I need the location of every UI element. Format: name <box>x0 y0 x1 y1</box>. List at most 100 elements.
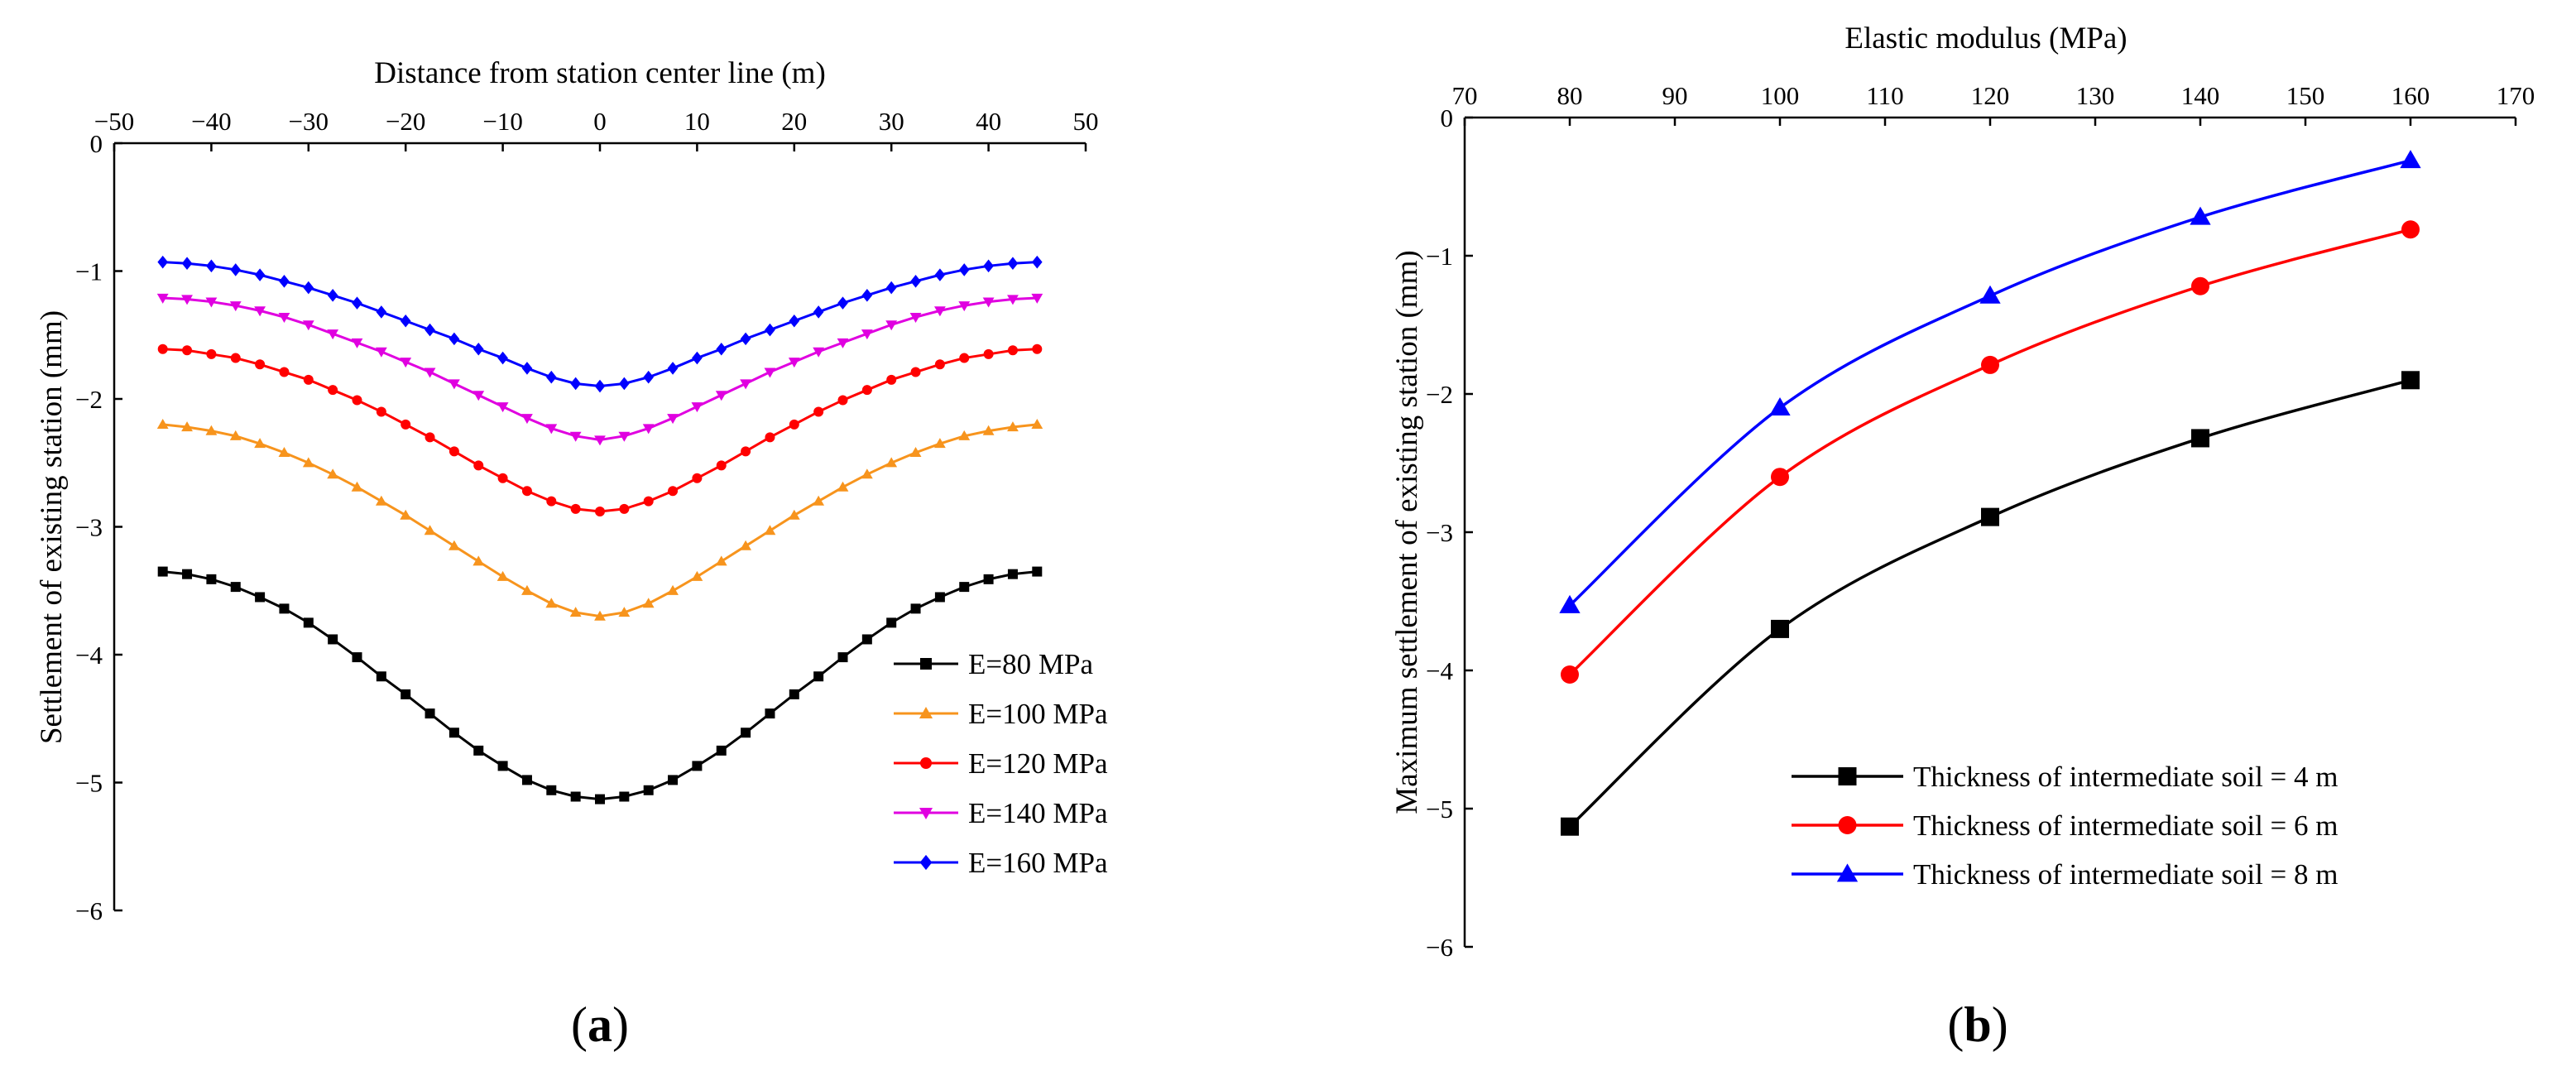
chart-a-series-5-point <box>449 332 460 346</box>
chart-a-x-tick-label: 10 <box>684 107 710 136</box>
chart-a-series-5-point <box>206 259 217 273</box>
chart-b-y-tick-label: −3 <box>1426 518 1453 547</box>
chart-a-series-3-point <box>425 432 435 443</box>
chart-b-series-1-line <box>1568 378 2411 828</box>
chart-a-series-1-point <box>959 582 970 593</box>
chart-a-y-tick-label: −1 <box>75 257 103 286</box>
chart-a-series-3-point <box>861 385 872 396</box>
chart-a-series-2-line <box>162 423 1038 618</box>
chart-a-series-4-point <box>885 320 898 331</box>
chart-a-series-3-point <box>934 359 945 370</box>
chart-a-series-4-point <box>302 320 314 331</box>
chart-a-series-5 <box>157 255 1043 393</box>
chart-a-series-1-point <box>619 791 630 802</box>
chart-b-series-1-point <box>1561 817 1579 836</box>
chart-a-x-tick-label: −20 <box>386 107 425 136</box>
chart-a-series-2-point <box>837 481 849 492</box>
chart-a-series-1-point <box>1032 566 1043 577</box>
chart-a-series-4-point <box>691 402 703 413</box>
chart-a-series-5-point <box>400 314 411 328</box>
chart-a-series-2-point <box>934 438 946 449</box>
chart-a-series-4-point <box>205 297 218 308</box>
chart-a-series-1-line <box>162 570 1038 801</box>
chart-a-series-4-point <box>788 358 800 368</box>
chart-a-series-4-point <box>982 297 995 308</box>
chart-b-y-tick-label: −1 <box>1426 242 1453 271</box>
chart-b-series-2-point <box>1771 468 1789 487</box>
chart-a-series-3-point <box>230 353 241 363</box>
chart-a: −50 −40 −30 −20 −10 0 10 20 30 40 50 0 −1 −2 −3 −4 −5 −6… <box>35 56 1108 1052</box>
chart-a-series-2-point <box>229 430 242 440</box>
chart-a-x-tick-label: −50 <box>94 107 134 136</box>
chart-a-series-4-point <box>934 306 946 317</box>
chart-b-y-axis-title: Maximum settlement of existing station (… <box>1390 250 1424 814</box>
chart-a-legend-marker-1 <box>920 658 932 670</box>
chart-a-series-1-point <box>910 603 921 614</box>
chart-a-series-3-point <box>716 460 727 471</box>
chart-a-series-3-point <box>837 395 848 406</box>
chart-a-series-1-point <box>497 761 508 771</box>
chart-a-series-1-point <box>983 574 994 584</box>
chart-a-series-2-point <box>375 495 387 506</box>
chart-a-series-1-point <box>643 785 654 795</box>
chart-a-series-5-point <box>546 370 557 384</box>
chart-a-series-4-point <box>861 329 873 340</box>
chart-a-series-1-point <box>425 708 435 719</box>
chart-a-series-4-point <box>181 295 193 305</box>
chart-a-series-3-point <box>668 486 679 497</box>
chart-a-series-5-point <box>813 305 824 319</box>
chart-b-y-tick-label: −4 <box>1426 656 1453 685</box>
chart-b-x-tick-label: 80 <box>1557 81 1583 110</box>
chart-a-series-2-point <box>473 555 485 566</box>
chart-a-series-2-point <box>181 421 193 432</box>
chart-a-series-4-point <box>449 379 460 390</box>
chart-a-series-1-point <box>716 745 727 756</box>
chart-a-legend-marker-3 <box>920 757 932 769</box>
chart-a-series-4-point <box>424 367 436 378</box>
chart-a-series-3-point <box>765 432 775 443</box>
chart-a-y-tick-label: −4 <box>75 641 103 670</box>
chart-a-series-2-point <box>909 446 922 457</box>
chart-a-series-4-point <box>351 338 363 348</box>
chart-a-series-5-point <box>958 263 970 276</box>
chart-a-series-2-point <box>740 540 751 550</box>
chart-a-series-2-point <box>424 525 436 536</box>
chart-b-series-2 <box>1561 220 2420 684</box>
chart-a-series-1-point <box>376 671 386 682</box>
chart-a-legend-label-5: E=160 MPa <box>968 847 1108 879</box>
chart-b-series-2-point <box>2191 276 2209 295</box>
chart-a-series-5-point <box>934 268 946 281</box>
chart-b-legend-marker-2 <box>1838 816 1857 834</box>
chart-a-series-2-point <box>885 457 898 468</box>
chart-a-series-2-point <box>496 570 509 581</box>
chart-b-legend-label-1: Thickness of intermediate soil = 4 m <box>1913 761 2339 793</box>
chart-a-series-2-point <box>278 446 290 457</box>
chart-a-series-4-point <box>764 367 776 378</box>
chart-a-series-5-point <box>570 377 581 391</box>
chart-a-series-3-point <box>206 348 217 359</box>
chart-a-series-3-point <box>157 343 168 354</box>
chart-a-series-1 <box>157 566 1043 804</box>
chart-a-series-3-point <box>303 374 314 385</box>
chart-a-series-5-point <box>716 342 727 356</box>
chart-a-series-5-point <box>740 332 751 346</box>
chart-a-series-2-point <box>1031 419 1043 429</box>
chart-a-series-5-point <box>425 323 435 337</box>
chart-b-legend: Thickness of intermediate soil = 4 m Thic… <box>1792 761 2339 891</box>
chart-a-series-5-point <box>692 351 703 365</box>
chart-a-series-4-point <box>229 301 242 312</box>
chart-a-series-4-point <box>642 424 655 435</box>
chart-a-series-3-point <box>521 486 532 497</box>
chart-a-series-2 <box>156 419 1043 621</box>
chart-a-series-1-point <box>886 617 897 628</box>
chart-a-series-2-point <box>205 425 218 435</box>
chart-b-series-3-point <box>2190 206 2211 225</box>
chart-a-x-tick-label: 50 <box>1073 107 1099 136</box>
chart-b-x-tick-label: 120 <box>1971 81 2010 110</box>
chart-b-y-tick-label: −6 <box>1426 933 1453 962</box>
chart-a-series-5-point <box>376 305 387 319</box>
chart-a-series-3-point <box>959 353 970 363</box>
chart-a-series-3-point <box>983 348 994 359</box>
chart-a-series-2-point <box>156 419 169 429</box>
chart-a-series-1-point <box>449 728 459 738</box>
